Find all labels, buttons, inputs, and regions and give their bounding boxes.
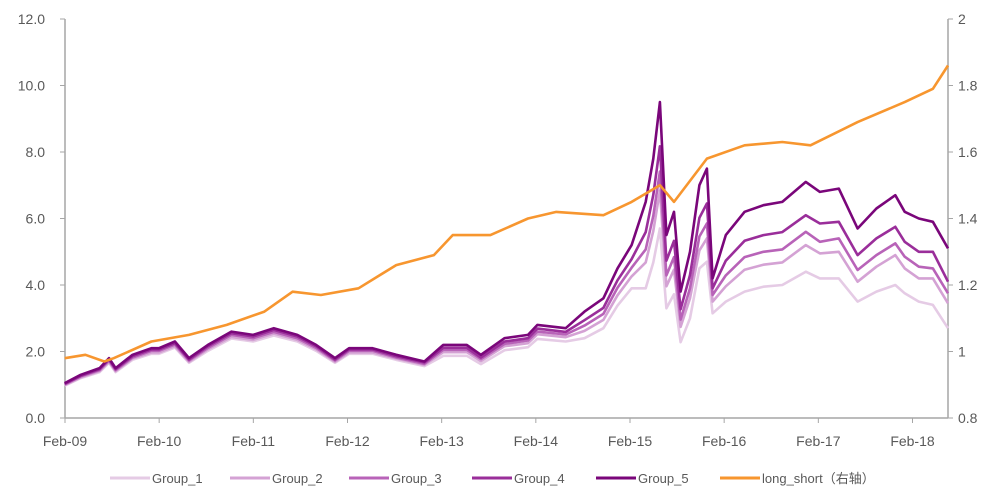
y2-tick-label: 2	[958, 11, 966, 27]
y-tick-label: 10.0	[18, 78, 45, 94]
x-tick-label: Feb-14	[514, 433, 559, 449]
legend-label: long_short（右轴）	[762, 471, 875, 486]
y2-tick-label: 1.8	[958, 78, 978, 94]
x-tick-label: Feb-13	[419, 433, 464, 449]
legend: Group_1 Group_2 Group_3 Group_4 Group_5 long_…	[110, 471, 875, 486]
series-lines	[64, 64, 950, 387]
x-tick-label: Feb-09	[43, 433, 88, 449]
legend-label: Group_1	[152, 471, 203, 486]
legend-item: long_short（右轴）	[720, 471, 875, 486]
legend-label: Group_5	[638, 471, 689, 486]
legend-label: Group_4	[514, 471, 565, 486]
legend-item: Group_5	[596, 471, 689, 486]
y-tick-label: 0.0	[26, 410, 46, 426]
y2-tick-label: 1.6	[958, 144, 978, 160]
series-line-long-short	[64, 64, 950, 363]
tick-labels: 0.0 2.0 4.0 6.0 8.0 10.0 12.0 0.8 1 1.2 1.4 1.6 1.8 2…	[18, 11, 978, 449]
legend-label: Group_2	[272, 471, 323, 486]
y-tick-label: 2.0	[26, 344, 46, 360]
y2-tick-label: 1.2	[958, 277, 978, 293]
series-line-group_5	[64, 100, 950, 385]
y2-tick-label: 0.8	[958, 410, 978, 426]
series-line-group_4	[64, 145, 950, 385]
x-tick-label: Feb-18	[890, 433, 935, 449]
x-tick-label: Feb-12	[325, 433, 370, 449]
y2-tick-label: 1.4	[958, 211, 978, 227]
y-tick-label: 12.0	[18, 11, 45, 27]
axes	[60, 18, 953, 423]
x-tick-label: Feb-10	[137, 433, 182, 449]
legend-item: Group_1	[110, 471, 203, 486]
x-tick-label: Feb-11	[232, 433, 276, 449]
legend-item: Group_4	[472, 471, 565, 486]
x-tick-label: Feb-17	[796, 433, 841, 449]
legend-label: Group_3	[391, 471, 442, 486]
legend-item: Group_3	[349, 471, 442, 486]
x-tick-label: Feb-15	[608, 433, 653, 449]
legend-item: Group_2	[230, 471, 323, 486]
y-tick-label: 4.0	[26, 277, 46, 293]
x-tick-label: Feb-16	[702, 433, 747, 449]
y-tick-label: 6.0	[26, 211, 46, 227]
y2-tick-label: 1	[958, 344, 966, 360]
y-tick-label: 8.0	[26, 144, 46, 160]
